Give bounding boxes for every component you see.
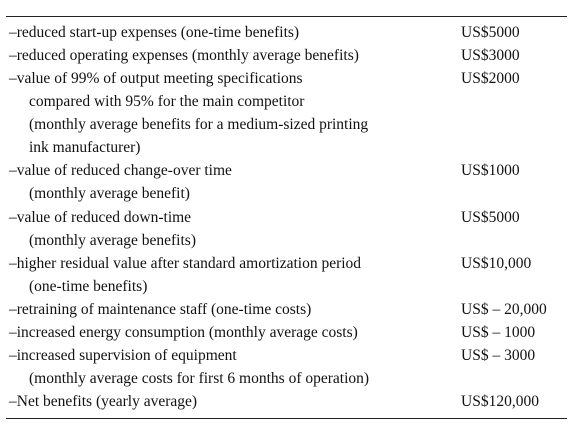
row-value: US$3000 [461, 47, 520, 65]
table-row: –value of 99% of output meeting specific… [6, 67, 567, 159]
label-line: –value of 99% of output meeting specific… [9, 70, 303, 88]
label-line: –increased supervision of equipment [9, 346, 237, 364]
label-line: –higher residual value after standard am… [9, 254, 362, 272]
table-row: –higher residual value after standard am… [6, 252, 567, 298]
label-line: (monthly average benefits) [29, 231, 196, 249]
label-line: –reduced operating expenses (monthly ave… [9, 47, 359, 65]
table-row: –increased energy consumption (monthly a… [6, 321, 567, 344]
row-label: –value of reduced change-over time (month… [6, 159, 461, 205]
label-line: –reduced start-up expenses (one-time ben… [9, 24, 300, 41]
label-line: (monthly average benefit) [29, 185, 190, 203]
row-value: US$120,000 [461, 393, 539, 410]
row-label: –retraining of maintenance staff (one-ti… [6, 298, 461, 321]
row-value: US$2000 [461, 70, 520, 88]
label-line: –value of reduced down-time [9, 208, 192, 226]
label-line: –Net benefits (yearly average) [9, 393, 198, 410]
row-label: –increased supervision of equipment (mont… [6, 344, 461, 390]
row-value: US$5000 [461, 208, 520, 226]
row-label: –increased energy consumption (monthly a… [6, 321, 461, 344]
row-value: US$1000 [461, 162, 520, 180]
row-label: –Net benefits (yearly average) [6, 390, 461, 413]
row-value: US$ – 3000 [461, 346, 536, 364]
table-row: –increased supervision of equipment (mont… [6, 344, 567, 390]
row-value: US$ – 20,000 [461, 300, 547, 318]
row-value: US$5000 [461, 24, 520, 41]
label-line: ink manufacturer) [29, 139, 141, 157]
label-line: –retraining of maintenance staff (one-ti… [9, 300, 312, 318]
table-row: –Net benefits (yearly average) US$120,000 [6, 390, 567, 413]
row-label: –value of reduced down-time (monthly aver… [6, 206, 461, 252]
row-label: –higher residual value after standard am… [6, 252, 461, 298]
row-value: US$ – 1000 [461, 323, 536, 341]
table-row: –reduced start-up expenses (one-time ben… [6, 21, 567, 44]
row-label: –reduced operating expenses (monthly ave… [6, 44, 461, 67]
table-row: –value of reduced down-time (monthly aver… [6, 206, 567, 252]
label-line: –increased energy consumption (monthly a… [9, 323, 358, 341]
row-value: US$10,000 [461, 254, 532, 272]
label-line: compared with 95% for the main competito… [29, 93, 305, 111]
label-line: –value of reduced change-over time [9, 162, 232, 180]
table-row: –value of reduced change-over time (month… [6, 159, 567, 205]
row-label: –reduced start-up expenses (one-time ben… [6, 21, 461, 44]
label-line: (monthly average costs for first 6 month… [29, 369, 370, 387]
table-row: –reduced operating expenses (monthly ave… [6, 44, 567, 67]
benefits-table: –reduced start-up expenses (one-time ben… [6, 16, 567, 420]
label-line: (monthly average benefits for a medium-s… [29, 116, 369, 134]
label-line: (one-time benefits) [29, 277, 148, 295]
row-label: –value of 99% of output meeting specific… [6, 67, 461, 159]
table-row: –retraining of maintenance staff (one-ti… [6, 298, 567, 321]
